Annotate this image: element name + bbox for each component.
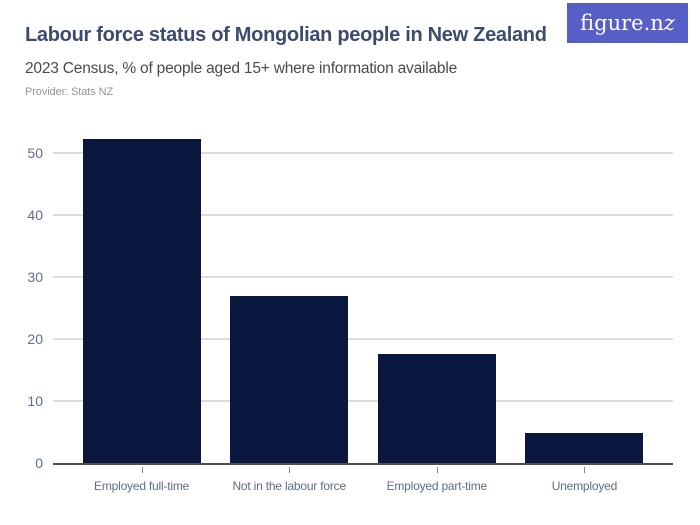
gridline [53, 213, 673, 216]
x-tick [289, 467, 291, 473]
gridline [53, 275, 673, 278]
y-tick-label: 0 [35, 455, 43, 471]
bar-unemployed [525, 433, 644, 463]
y-tick-label: 10 [27, 392, 43, 409]
bar-employed-part-time [377, 354, 496, 463]
y-tick-label: 20 [27, 330, 43, 347]
gridline [53, 399, 673, 402]
y-tick-label: 40 [27, 206, 43, 223]
y-tick-label: 50 [27, 144, 43, 161]
x-axis: Employed full-time Not in the labour forc… [53, 467, 673, 507]
x-tick [436, 467, 438, 473]
x-tick-label: Unemployed [551, 479, 618, 493]
x-tick-label: Employed part-time [386, 479, 488, 493]
figure-nz-logo[interactable]: figure.nz [567, 3, 688, 43]
bar-not-in-the-labour-force [230, 295, 349, 463]
x-tick [584, 467, 586, 473]
page-title: Labour force status of Mongolian people … [25, 24, 547, 46]
x-tick [141, 467, 143, 473]
bar-employed-full-time [82, 138, 201, 463]
gridline [53, 151, 673, 154]
gridline [53, 337, 673, 340]
chart-subtitle: 2023 Census, % of people aged 15+ where … [25, 60, 458, 77]
provider-label: Provider: Stats NZ [25, 86, 114, 98]
x-tick-label: Employed full-time [94, 479, 190, 493]
x-tick-label: Not in the labour force [232, 479, 346, 493]
bar-chart-plot-area: 0 10 20 30 40 50 [27, 130, 673, 470]
figure-nz-logo-text: figure.nz [580, 10, 675, 35]
y-tick-label: 30 [27, 268, 43, 285]
